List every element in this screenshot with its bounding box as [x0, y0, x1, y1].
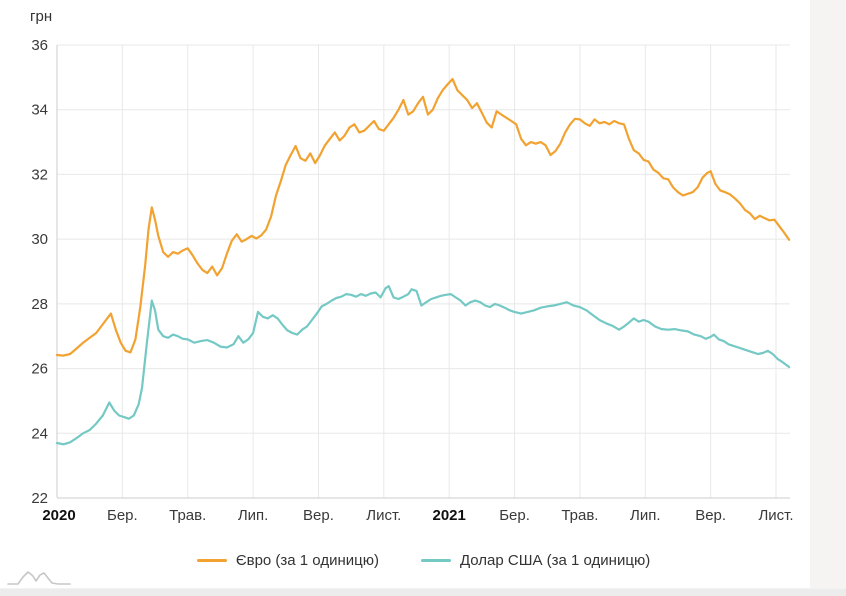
- legend-item-usd[interactable]: Долар США (за 1 одиницю): [420, 551, 651, 569]
- y-tick-label-26: 26: [31, 361, 48, 378]
- usd-line[interactable]: [55, 285, 791, 446]
- y-tick-label-28: 28: [31, 296, 48, 313]
- x-tick-label-Трав.: Трав.: [561, 507, 598, 524]
- y-tick-label-22: 22: [31, 490, 48, 507]
- x-tick-label-2020: 2020: [42, 507, 75, 524]
- legend-label-usd: Долар США (за 1 одиницю): [459, 551, 651, 569]
- chart-legend: Євро (за 1 одиницю) Долар США (за 1 один…: [57, 546, 790, 574]
- x-tick-label-Лист.: Лист.: [366, 507, 401, 524]
- x-tick-label-Бер.: Бер.: [107, 507, 138, 524]
- x-tick-label-Лип.: Лип.: [238, 507, 269, 524]
- x-tick-label-Вер.: Вер.: [695, 507, 726, 524]
- legend-item-euro[interactable]: Євро (за 1 одиницю): [196, 551, 379, 569]
- y-tick-label-34: 34: [31, 102, 48, 119]
- euro-line[interactable]: [55, 77, 791, 357]
- footer-bar: [0, 588, 846, 596]
- y-tick-label-32: 32: [31, 166, 48, 183]
- x-tick-label-Вер.: Вер.: [303, 507, 334, 524]
- y-tick-label-24: 24: [31, 425, 48, 442]
- waves-logo-icon: [7, 571, 71, 585]
- x-tick-label-Лип.: Лип.: [630, 507, 661, 524]
- legend-label-euro: Євро (за 1 одиницю): [235, 551, 379, 569]
- x-tick-label-Лист.: Лист.: [758, 507, 793, 524]
- x-tick-label-Трав.: Трав.: [169, 507, 206, 524]
- usd-line-swatch-icon: [420, 558, 451, 562]
- x-tick-label-Бер.: Бер.: [499, 507, 530, 524]
- y-axis-unit-label: грн: [30, 8, 53, 25]
- page-background-band: [810, 0, 846, 596]
- y-tick-label-30: 30: [31, 231, 48, 248]
- x-tick-label-2021: 2021: [432, 507, 465, 524]
- y-tick-label-36: 36: [31, 37, 48, 54]
- euro-line-swatch-icon: [196, 558, 227, 562]
